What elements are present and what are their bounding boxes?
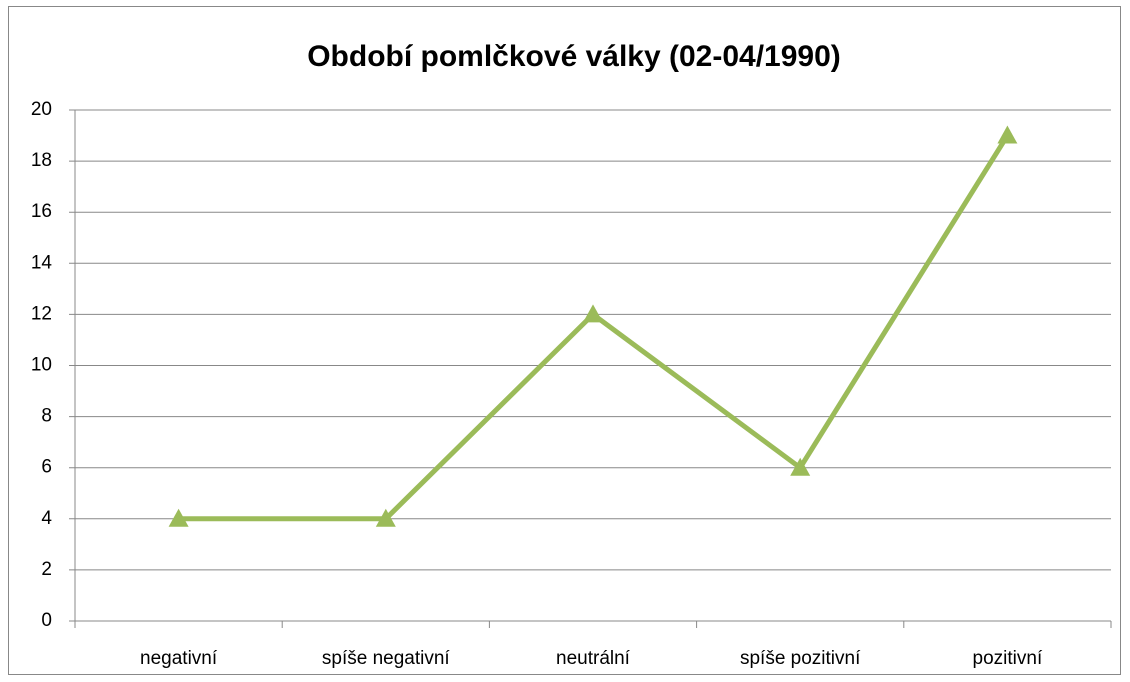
y-tick-label: 18 — [31, 150, 52, 171]
y-tick-label: 6 — [41, 457, 52, 478]
y-tick-label: 2 — [41, 559, 52, 580]
x-tick-label: spíše negativní — [322, 648, 451, 669]
y-tick-label: 16 — [31, 201, 52, 222]
y-tick-label: 4 — [41, 508, 52, 529]
y-tick-label: 20 — [31, 99, 52, 120]
marker — [997, 125, 1018, 144]
y-tick-label: 14 — [31, 252, 53, 273]
chart-title: Období pomlčkové války (02-04/1990) — [307, 40, 841, 73]
x-tick-label: negativní — [140, 648, 218, 669]
x-tick-label: neutrální — [556, 648, 631, 669]
x-tick-label: pozitivní — [973, 648, 1043, 669]
marker — [583, 304, 603, 323]
x-tick-label: spíše pozitivní — [740, 648, 861, 669]
y-tick-label: 0 — [41, 610, 52, 631]
y-tick-label: 10 — [31, 355, 52, 376]
y-tick-label: 12 — [31, 303, 52, 324]
marker — [375, 508, 396, 527]
marker — [168, 508, 189, 527]
y-tick-label: 8 — [41, 406, 52, 427]
marker — [790, 457, 811, 476]
